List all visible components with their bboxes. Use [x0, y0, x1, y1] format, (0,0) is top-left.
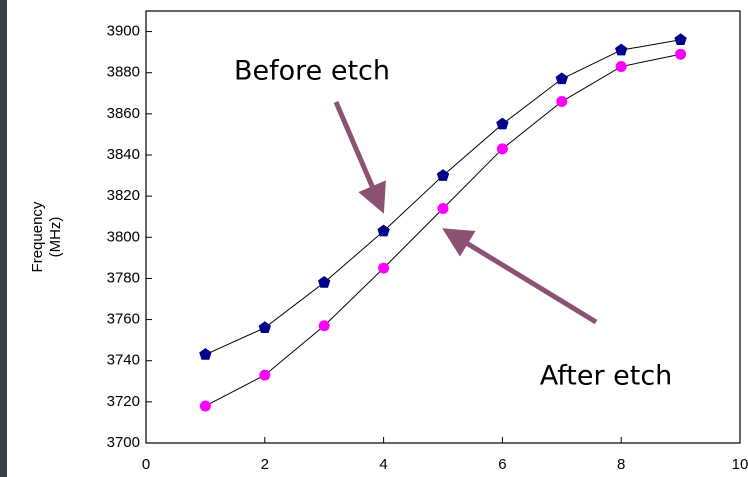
x-tick-label: 10: [732, 456, 748, 473]
marker: [437, 202, 449, 214]
arrow: [442, 228, 598, 325]
marker: [556, 96, 568, 108]
x-tick-label: 2: [261, 456, 269, 473]
plot-frame: [145, 10, 741, 444]
y-tick-label: 3780: [107, 269, 140, 286]
y-tick-label: 3820: [107, 187, 140, 204]
marker: [436, 169, 450, 181]
x-tick-label: 0: [142, 456, 150, 473]
marker: [378, 262, 390, 274]
series-line: [205, 39, 681, 355]
y-tick-label: 3760: [107, 311, 140, 328]
y-axis-label: Frequency(MHz): [29, 201, 64, 272]
annotation: After etch: [540, 361, 673, 392]
y-tick-label: 3700: [107, 434, 140, 451]
y-tick-label: 3900: [107, 23, 140, 40]
marker: [377, 224, 390, 237]
y-tick-label: 3740: [107, 352, 140, 369]
marker: [496, 117, 509, 130]
y-tick-label: 3860: [107, 105, 140, 122]
y-tick-label: 3880: [107, 64, 140, 81]
marker: [318, 276, 331, 288]
y-axis-label-line: (MHz): [47, 217, 64, 258]
arrow: [333, 101, 386, 214]
x-tick-label: 6: [498, 456, 506, 473]
marker: [674, 33, 687, 46]
y-tick-label: 3720: [107, 393, 140, 410]
marker: [318, 320, 330, 332]
marker: [615, 61, 627, 73]
edge-strip: [0, 0, 7, 477]
marker: [496, 143, 508, 155]
series-line: [205, 53, 681, 407]
marker: [555, 72, 568, 85]
marker: [615, 43, 628, 56]
marker: [199, 348, 212, 360]
marker: [258, 321, 271, 334]
x-tick-label: 8: [617, 456, 625, 473]
x-tick-label: 4: [379, 456, 387, 473]
annotation: Before etch: [234, 56, 390, 87]
marker: [199, 400, 211, 412]
marker: [675, 48, 687, 60]
y-tick-label: 3800: [107, 228, 140, 245]
y-tick-label: 3840: [107, 146, 140, 163]
marker: [259, 369, 271, 381]
y-axis-label-line: Frequency: [29, 201, 46, 272]
